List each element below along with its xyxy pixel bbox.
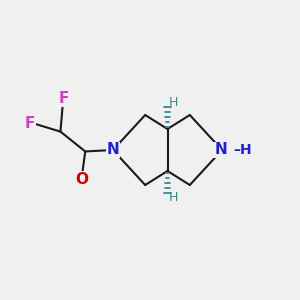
Text: F: F [59,91,69,106]
Text: N: N [214,142,227,158]
Text: O: O [75,172,88,187]
Text: –H: –H [233,143,252,157]
Text: F: F [25,116,35,131]
Text: H: H [169,191,178,204]
Text: N: N [106,142,119,158]
Text: H: H [169,96,178,109]
